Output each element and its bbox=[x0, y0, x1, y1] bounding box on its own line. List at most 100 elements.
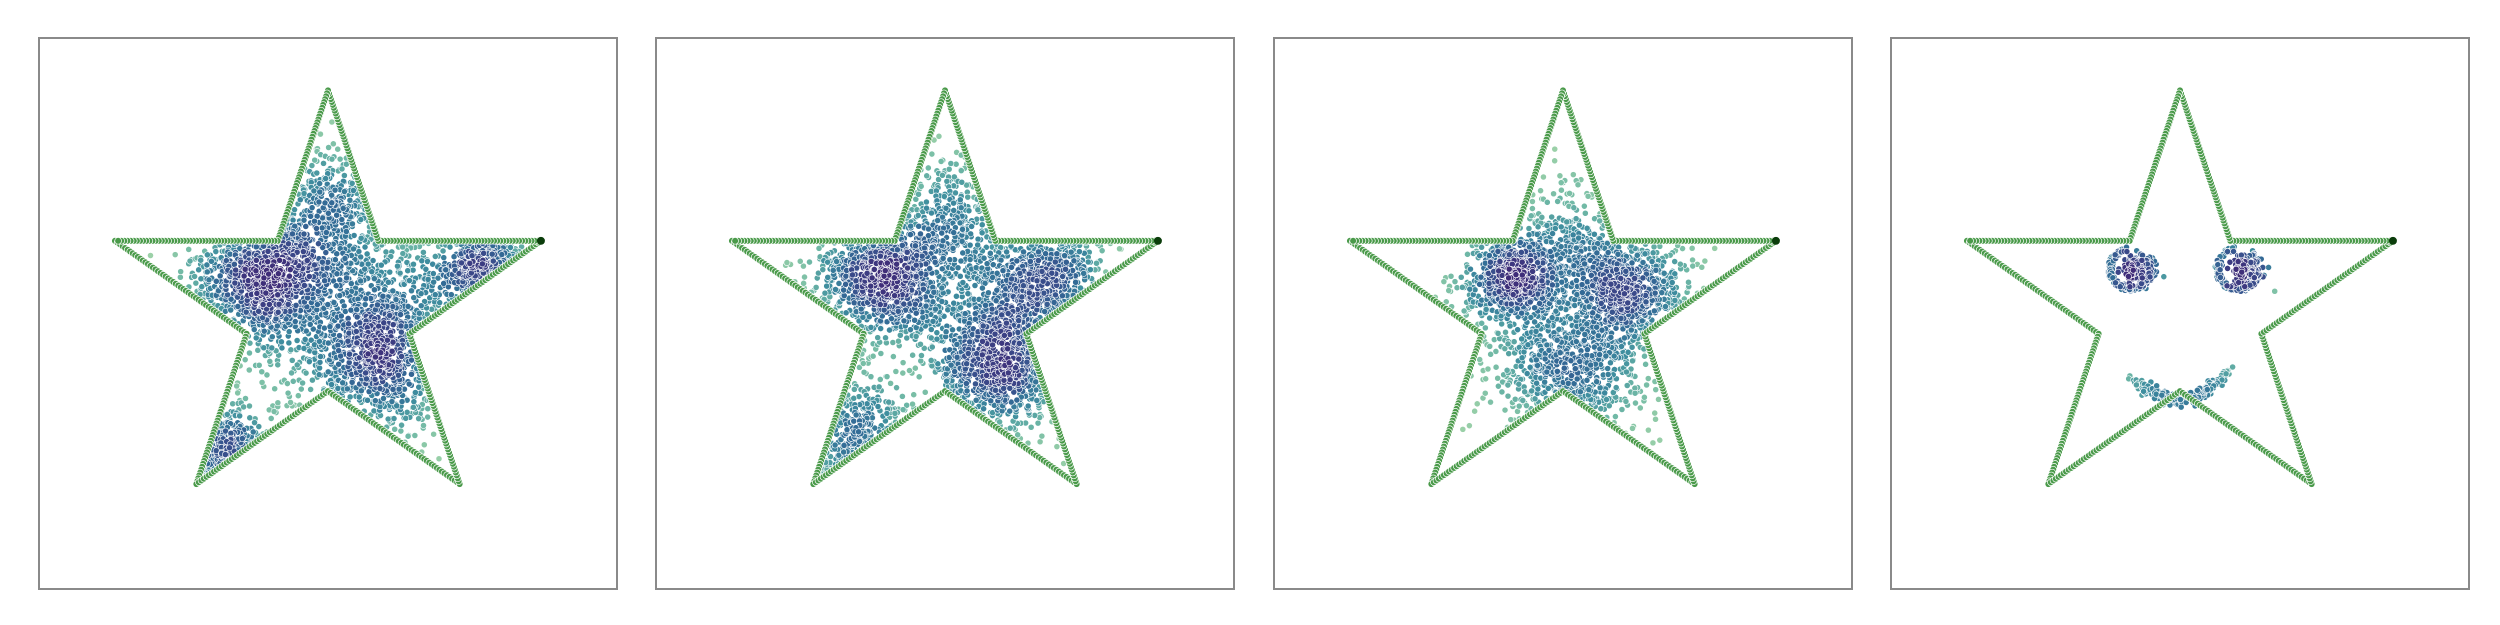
data-point bbox=[226, 444, 233, 452]
data-point bbox=[343, 385, 351, 393]
data-point bbox=[369, 257, 377, 264]
data-point bbox=[935, 132, 943, 140]
data-point bbox=[346, 196, 354, 204]
data-point bbox=[1003, 248, 1011, 256]
data-point bbox=[907, 326, 914, 334]
data-point bbox=[885, 398, 893, 406]
data-point bbox=[397, 311, 404, 318]
data-point bbox=[303, 257, 311, 264]
data-point bbox=[388, 398, 396, 405]
data-point bbox=[382, 248, 390, 256]
data-point bbox=[322, 229, 330, 236]
data-point bbox=[363, 250, 371, 258]
data-point bbox=[260, 344, 268, 352]
data-point bbox=[266, 358, 274, 365]
data-point bbox=[285, 328, 293, 336]
data-point bbox=[915, 373, 923, 381]
data-point bbox=[917, 357, 925, 365]
data-point bbox=[270, 408, 278, 415]
boundary-point bbox=[114, 237, 122, 245]
data-point bbox=[431, 291, 439, 299]
data-point bbox=[943, 177, 951, 185]
data-point bbox=[860, 368, 868, 376]
data-point bbox=[252, 280, 260, 288]
data-point bbox=[410, 294, 418, 302]
data-point bbox=[929, 298, 937, 306]
data-point bbox=[208, 257, 215, 265]
data-point bbox=[311, 217, 318, 225]
data-point bbox=[355, 393, 363, 401]
data-point bbox=[353, 313, 361, 321]
data-point bbox=[364, 350, 372, 358]
data-point bbox=[1087, 266, 1094, 273]
data-point bbox=[466, 259, 474, 267]
data-point bbox=[887, 380, 894, 387]
data-point bbox=[258, 379, 266, 386]
data-point bbox=[336, 155, 344, 163]
data-point bbox=[345, 329, 353, 337]
data-point bbox=[957, 304, 964, 312]
data-point bbox=[447, 291, 455, 299]
data-point bbox=[350, 245, 357, 253]
data-point bbox=[911, 364, 919, 372]
data-point bbox=[800, 279, 808, 287]
data-point bbox=[380, 395, 387, 402]
data-point bbox=[442, 266, 450, 274]
data-point bbox=[939, 171, 946, 179]
data-point bbox=[341, 188, 348, 195]
data-point bbox=[942, 204, 950, 212]
data-point bbox=[1034, 419, 1042, 427]
data-point bbox=[488, 250, 496, 258]
data-point bbox=[886, 326, 893, 334]
data-point bbox=[322, 175, 329, 182]
data-point bbox=[394, 262, 401, 270]
data-point bbox=[395, 385, 403, 393]
data-point bbox=[478, 260, 486, 268]
data-point bbox=[418, 257, 426, 265]
data-point bbox=[370, 407, 378, 415]
data-point bbox=[876, 376, 884, 383]
data-point bbox=[950, 199, 957, 207]
data-point bbox=[411, 432, 419, 439]
data-point bbox=[251, 419, 258, 426]
data-point bbox=[420, 422, 427, 429]
scatter-panel-1 bbox=[38, 37, 618, 590]
data-point bbox=[389, 287, 397, 295]
data-point bbox=[424, 275, 432, 283]
data-point bbox=[252, 256, 260, 264]
data-point bbox=[439, 247, 447, 255]
data-point bbox=[328, 191, 336, 199]
data-point bbox=[335, 360, 342, 368]
data-point bbox=[274, 361, 282, 369]
data-point bbox=[956, 196, 964, 204]
data-point bbox=[883, 373, 891, 381]
data-point bbox=[938, 298, 946, 305]
data-point bbox=[435, 455, 443, 463]
data-point bbox=[233, 382, 241, 390]
data-point bbox=[285, 240, 292, 248]
data-point bbox=[313, 225, 320, 232]
data-point bbox=[260, 274, 268, 282]
data-point bbox=[1038, 432, 1046, 440]
data-point bbox=[429, 270, 437, 277]
data-point bbox=[965, 207, 973, 215]
data-point bbox=[242, 308, 250, 316]
data-point bbox=[957, 204, 965, 212]
data-point bbox=[415, 309, 423, 317]
data-point bbox=[319, 244, 327, 251]
data-point bbox=[333, 250, 341, 258]
data-point bbox=[983, 260, 991, 268]
data-point bbox=[252, 267, 260, 275]
data-point bbox=[336, 276, 344, 284]
data-point bbox=[833, 258, 840, 265]
data-point bbox=[306, 321, 314, 328]
data-point bbox=[306, 314, 314, 322]
data-point bbox=[927, 357, 935, 364]
data-point bbox=[302, 369, 310, 377]
data-point bbox=[275, 300, 283, 308]
data-point bbox=[317, 130, 324, 138]
data-point bbox=[278, 344, 286, 352]
data-point bbox=[363, 375, 370, 383]
data-point bbox=[353, 306, 361, 314]
data-point bbox=[372, 353, 379, 361]
